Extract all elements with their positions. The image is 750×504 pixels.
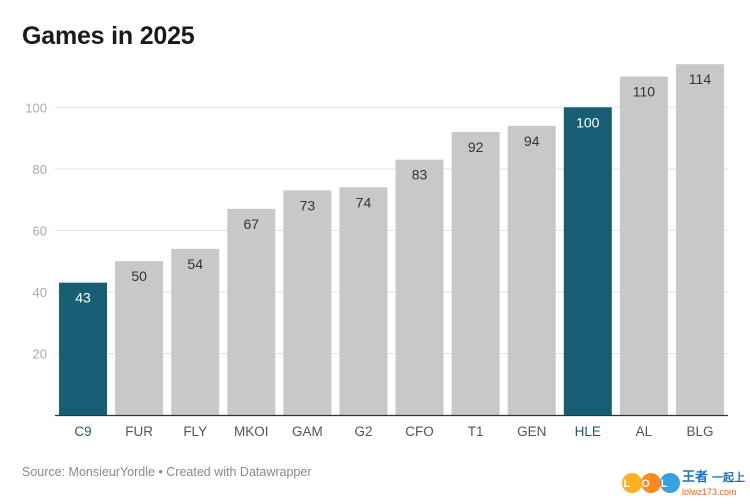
bar-fur — [115, 261, 164, 415]
y-tick-label: 80 — [33, 162, 47, 177]
x-tick-label: BLG — [686, 424, 713, 439]
source-note: Source: MonsieurYordle • Created with Da… — [22, 465, 312, 479]
watermark-logo-text: LOL — [624, 478, 679, 490]
watermark-logo: LOL 王者 一起上 lolwz173.com — [622, 469, 745, 497]
x-tick-label: HLE — [575, 424, 601, 439]
watermark-url: lolwz173.com — [682, 487, 737, 497]
watermark-slogan: 一起上 — [712, 470, 745, 484]
x-tick-label: T1 — [468, 424, 484, 439]
value-label: 114 — [689, 71, 712, 87]
bar-gen — [507, 125, 556, 416]
bar-blg — [675, 64, 724, 416]
value-label: 43 — [75, 290, 91, 306]
x-tick-label: GEN — [517, 424, 546, 439]
x-tick-label: AL — [636, 424, 653, 439]
value-label: 92 — [468, 139, 484, 155]
x-tick-label: GAM — [292, 424, 323, 439]
y-tick-label: 60 — [33, 223, 47, 238]
watermark-circle-l — [622, 473, 642, 493]
value-labels: 43 50 54 67 73 74 83 92 94 100 110 114 — [75, 71, 711, 305]
y-tick-label: 20 — [33, 346, 47, 361]
y-tick-label: 40 — [33, 285, 47, 300]
value-label: 74 — [356, 194, 372, 210]
watermark-brand: 王者 — [682, 469, 708, 485]
bar-t1 — [451, 131, 500, 415]
y-axis-ticks: 20 40 60 80 100 — [25, 100, 47, 361]
watermark-circle-o — [641, 473, 661, 493]
value-label: 110 — [633, 84, 656, 100]
bar-c9 — [59, 282, 108, 415]
gridlines — [55, 106, 728, 354]
x-tick-label: CFO — [405, 424, 434, 439]
value-label: 94 — [524, 133, 540, 149]
chart-title: Games in 2025 — [22, 22, 195, 50]
value-label: 100 — [576, 114, 600, 130]
x-axis-labels: C9 FUR FLY MKOI GAM G2 CFO T1 GEN HLE AL BLG — [74, 424, 713, 439]
bar-g2 — [339, 187, 388, 415]
value-label: 54 — [187, 256, 203, 272]
value-label: 73 — [300, 197, 316, 213]
bar-gam — [283, 190, 332, 415]
watermark-circle-l2 — [660, 473, 680, 493]
x-tick-label: G2 — [354, 424, 372, 439]
value-label: 67 — [244, 216, 260, 232]
bar-al — [619, 76, 668, 415]
y-tick-label: 100 — [25, 100, 47, 115]
bar-mkoi — [227, 208, 276, 415]
x-tick-label: FUR — [125, 424, 153, 439]
bar-cfo — [395, 159, 444, 415]
bar-fly — [171, 248, 220, 415]
bars — [59, 64, 724, 416]
x-tick-label: MKOI — [234, 424, 269, 439]
value-label: 50 — [131, 268, 147, 284]
x-tick-label: FLY — [183, 424, 207, 439]
bar-hle — [563, 107, 612, 416]
x-tick-label: C9 — [74, 424, 91, 439]
value-label: 83 — [412, 167, 428, 183]
